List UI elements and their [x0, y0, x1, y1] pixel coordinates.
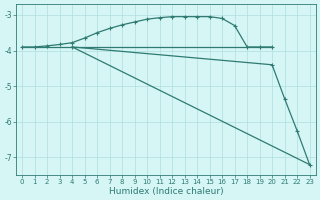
- X-axis label: Humidex (Indice chaleur): Humidex (Indice chaleur): [108, 187, 223, 196]
